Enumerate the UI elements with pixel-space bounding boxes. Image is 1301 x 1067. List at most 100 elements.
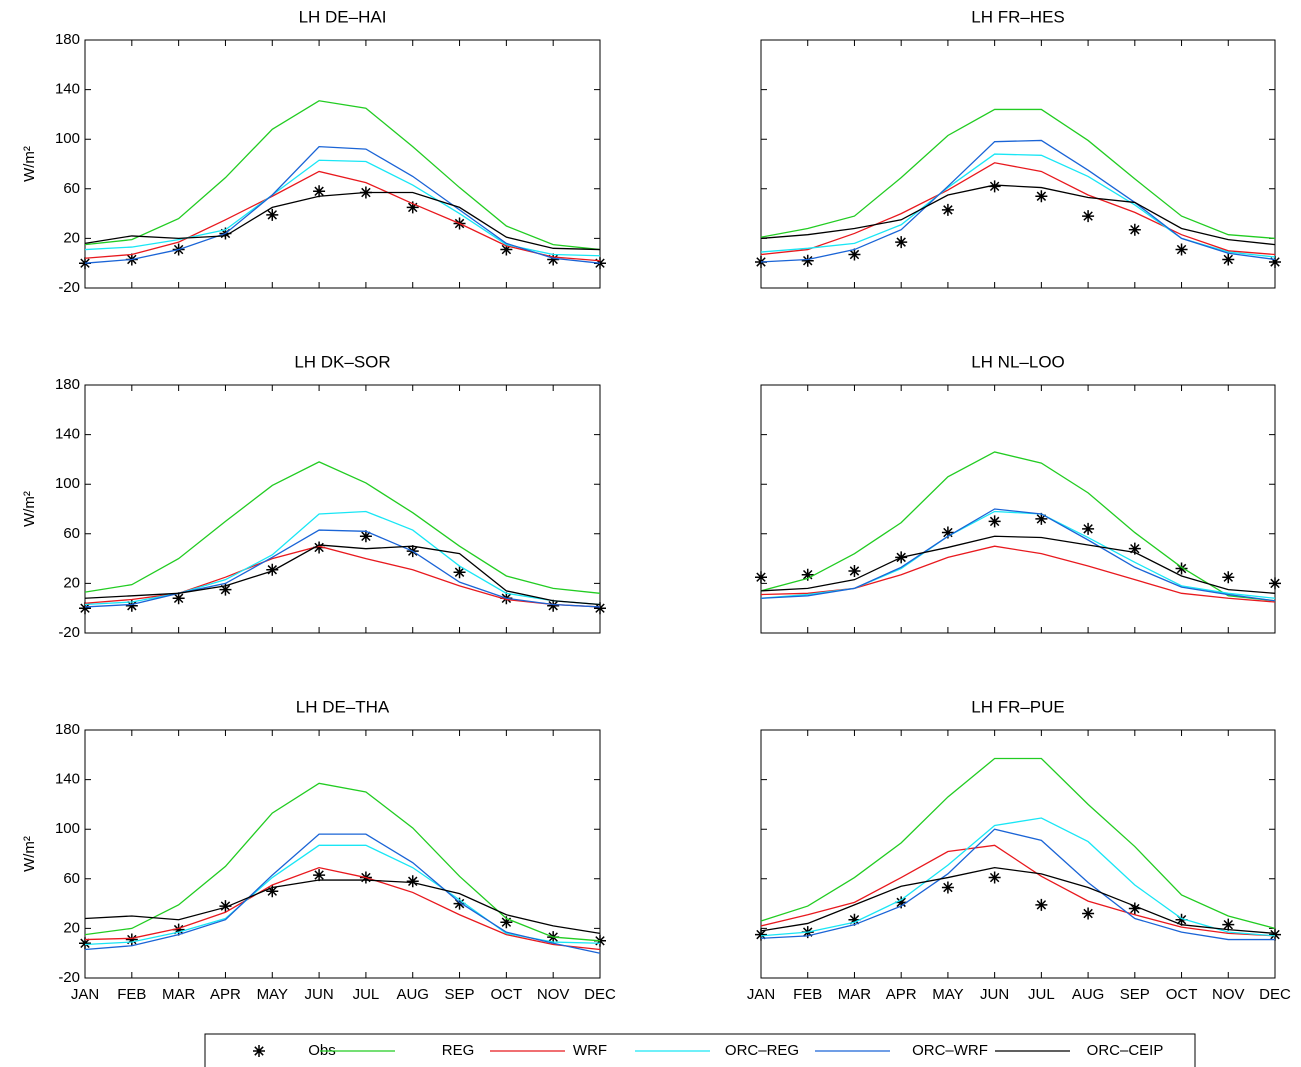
- y-tick-label: 140: [55, 81, 80, 98]
- x-tick-label: JUL: [353, 986, 380, 1003]
- subplot-title: LH DK–SOR: [294, 352, 390, 371]
- obs-marker: [941, 526, 954, 539]
- series-line: [84, 510, 601, 606]
- obs-marker: [1082, 210, 1095, 223]
- series-line: [760, 162, 1276, 256]
- series-line: [84, 844, 601, 946]
- x-tick-label: JAN: [71, 986, 99, 1003]
- obs-marker: [1035, 898, 1048, 911]
- obs-marker: [1222, 918, 1235, 931]
- obs-marker: [755, 928, 767, 941]
- obs-marker: [941, 881, 954, 894]
- subplot: LH FR–HES: [755, 7, 1281, 289]
- y-tick-label: 180: [55, 376, 80, 393]
- series-line: [760, 153, 1276, 258]
- plot-frame: [760, 729, 1276, 979]
- obs-marker: [219, 900, 232, 913]
- subplot: LH DE–THA W/m² -20 20 60 100 140 180 JAN FEB MAR AP…: [21, 697, 616, 1002]
- series-line: [84, 544, 601, 606]
- x-tick-label: OCT: [491, 986, 523, 1003]
- obs-marker: [172, 923, 185, 936]
- plot-frame: [84, 384, 601, 634]
- series-line: [84, 145, 601, 264]
- x-tick-label: JAN: [747, 986, 775, 1003]
- x-tick-label: AUG: [396, 986, 429, 1003]
- y-tick-label: 100: [55, 130, 80, 147]
- obs-marker: [79, 937, 91, 950]
- subplot: LH FR–PUE JAN FEB MAR APR MAY JUN JUL AUG SEP OCT N…: [747, 697, 1291, 1002]
- obs-marker: [1269, 577, 1281, 590]
- obs-marker: [848, 565, 861, 577]
- series-line: [84, 529, 601, 608]
- x-tick-label: MAR: [162, 986, 196, 1003]
- obs-marker: [801, 254, 814, 267]
- y-tick-label: 140: [55, 771, 80, 788]
- x-tick-label: NOV: [1212, 986, 1245, 1003]
- obs-marker: [1222, 253, 1235, 266]
- series-line: [760, 108, 1276, 240]
- series-line: [760, 508, 1276, 602]
- obs-marker: [547, 599, 560, 612]
- series-line: [760, 510, 1276, 599]
- legend-label: WRF: [573, 1042, 607, 1059]
- x-tick-label: AUG: [1072, 986, 1105, 1003]
- obs-marker: [172, 592, 185, 605]
- y-tick-label: -20: [58, 624, 80, 641]
- plot-frame: [760, 39, 1276, 289]
- x-tick-label: JUL: [1028, 986, 1055, 1003]
- obs-marker: [848, 913, 861, 926]
- obs-marker: [359, 530, 372, 543]
- series-line: [84, 461, 601, 594]
- series-line: [760, 545, 1276, 603]
- y-tick-label: -20: [58, 279, 80, 296]
- series-line: [84, 866, 601, 951]
- y-tick-label: 180: [55, 31, 80, 48]
- obs-marker: [1128, 902, 1141, 915]
- subplot-title: LH FR–PUE: [971, 697, 1065, 716]
- y-tick-label: 20: [63, 229, 80, 246]
- series-line: [760, 451, 1276, 602]
- series-line: [84, 833, 601, 954]
- series-line: [84, 879, 601, 935]
- y-tick-label: 100: [55, 820, 80, 837]
- series-line: [760, 828, 1275, 941]
- obs-marker: [895, 236, 908, 249]
- plot-frame: [84, 39, 601, 289]
- obs-marker: [313, 869, 326, 882]
- series-line: [760, 817, 1276, 937]
- obs-marker: [1035, 512, 1048, 525]
- x-tick-label: DEC: [584, 986, 616, 1003]
- obs-marker: [1269, 255, 1281, 268]
- legend-label: ORC–REG: [725, 1042, 799, 1059]
- x-tick-label: JUN: [980, 986, 1009, 1003]
- x-tick-label: DEC: [1259, 986, 1291, 1003]
- obs-marker: [313, 541, 326, 554]
- obs-marker: [453, 897, 466, 910]
- obs-marker: [594, 602, 606, 615]
- obs-marker: [406, 875, 419, 888]
- subplot-title: LH DE–THA: [296, 697, 390, 716]
- y-axis-label: W/m²: [21, 146, 38, 182]
- y-tick-label: 180: [55, 721, 80, 738]
- series-line: [760, 844, 1276, 937]
- legend: Obs REG WRF ORC–REG ORC–WRF ORC–CEIP: [253, 1042, 1163, 1059]
- series-line: [760, 184, 1276, 246]
- obs-marker: [801, 568, 814, 581]
- y-axis-label: W/m²: [21, 836, 38, 872]
- y-tick-label: 60: [63, 870, 80, 887]
- obs-marker: [1128, 223, 1141, 236]
- legend-marker: [253, 1045, 265, 1057]
- obs-marker: [125, 599, 138, 612]
- subplot: LH NL–LOO: [755, 352, 1281, 634]
- obs-marker: [848, 248, 861, 261]
- x-tick-label: MAR: [838, 986, 872, 1003]
- series-line: [84, 782, 601, 942]
- obs-marker: [1175, 913, 1188, 926]
- y-tick-label: 20: [63, 574, 80, 591]
- obs-marker: [1082, 522, 1095, 535]
- obs-marker: [1128, 542, 1141, 555]
- series-line: [84, 170, 601, 262]
- x-tick-label: FEB: [793, 986, 822, 1003]
- x-tick-label: MAY: [257, 986, 288, 1003]
